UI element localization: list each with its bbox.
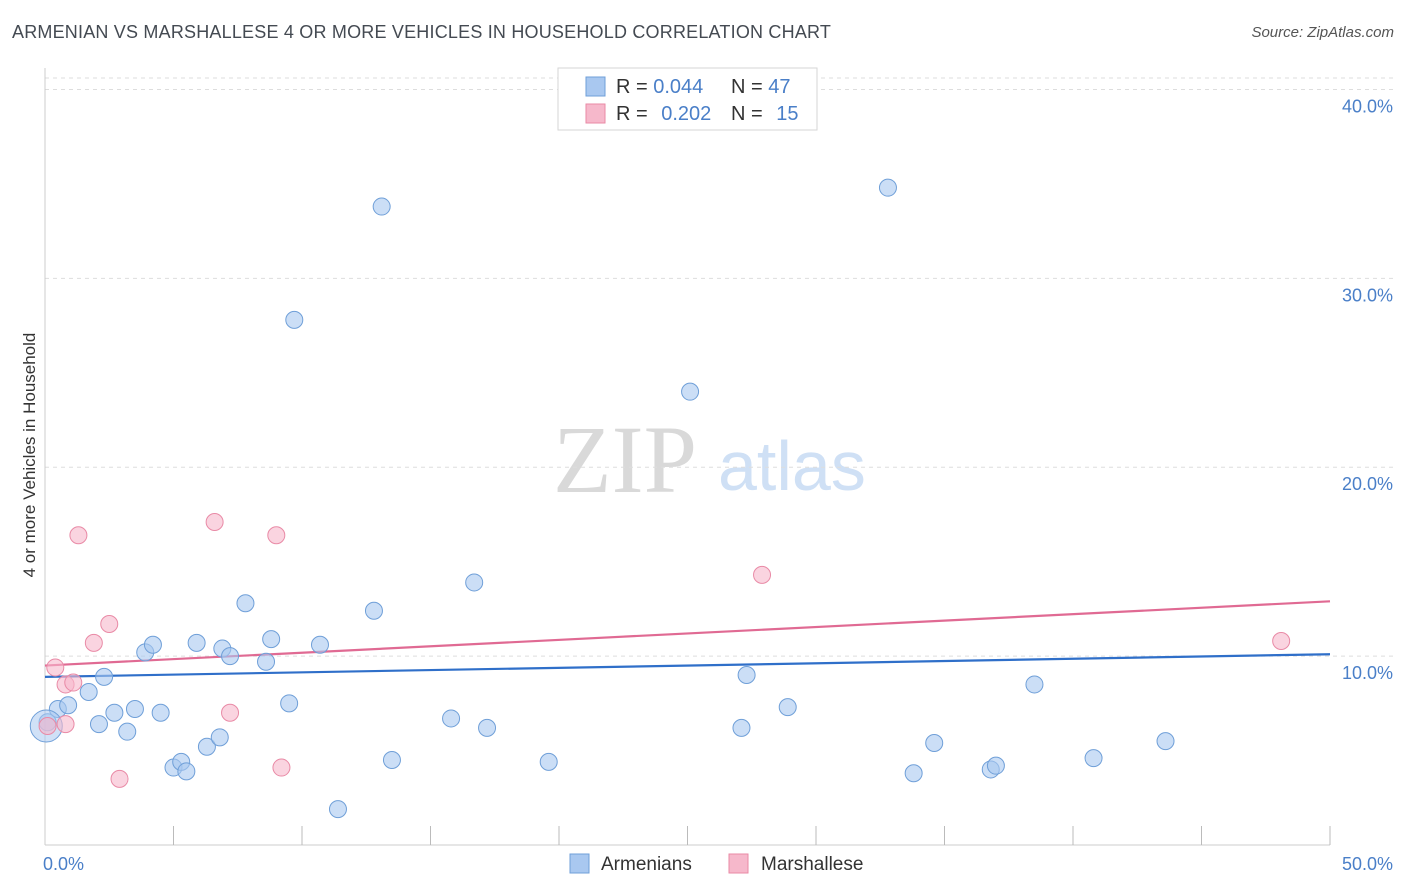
x-tick-label: 50.0% — [1342, 854, 1393, 874]
marshallese-point — [56, 715, 75, 734]
armenians-point — [382, 751, 401, 769]
armenians-point — [1084, 749, 1103, 768]
legend-n-value-2: 15 — [776, 103, 798, 125]
armenians-point — [95, 667, 114, 686]
legend-r-label-1: R = — [616, 76, 653, 98]
y-tick-label: 40.0% — [1342, 96, 1393, 116]
y-axis-title: 4 or more Vehicles in Household — [20, 333, 39, 578]
armenians-point — [986, 756, 1005, 775]
legend-r-value-1: 0.044 — [653, 76, 703, 98]
armenians-point — [328, 800, 347, 819]
legend-r-label-2: R = — [616, 103, 653, 125]
y-tick-label: 10.0% — [1342, 663, 1393, 683]
watermark-atlas: atlas — [718, 427, 866, 505]
armenians-trend-line — [44, 653, 1331, 678]
marshallese-point — [69, 526, 88, 545]
series-legend-label-armenians: Armenians — [601, 854, 692, 875]
armenians-point — [539, 752, 558, 771]
svg-text:N = 47: N = 47 — [731, 76, 791, 98]
marshallese-point — [221, 703, 240, 722]
armenians-point — [878, 178, 897, 197]
marshallese-point — [84, 633, 103, 652]
tick-labels: 10.0% 20.0% 30.0% 40.0% 0.0% 50.0% — [43, 96, 1393, 874]
source-label: Source: ZipAtlas.com — [1251, 24, 1394, 41]
legend-n-label-1: N = — [731, 76, 768, 98]
legend-n-value-1: 47 — [768, 76, 790, 98]
marshallese-point — [267, 526, 286, 545]
armenians-point — [737, 666, 756, 684]
armenians-point — [221, 647, 240, 666]
armenians-point — [904, 764, 923, 783]
series-legend-swatch-marshallese — [728, 853, 749, 874]
armenians-point — [187, 633, 206, 652]
armenians-point — [125, 700, 144, 718]
armenians-point — [310, 635, 329, 654]
svg-text:R = 0.202: R = 0.202 — [616, 103, 711, 125]
marshallese-point — [110, 769, 129, 788]
watermark-zip: ZIP — [553, 406, 697, 513]
armenians-point — [681, 382, 700, 401]
armenians-point — [364, 601, 383, 620]
armenians-point — [210, 728, 229, 747]
legend-swatch-armenians — [585, 76, 606, 97]
legend-swatch-marshallese — [585, 103, 606, 124]
armenians-point — [118, 722, 137, 741]
armenians-point — [89, 715, 108, 734]
grid — [45, 77, 1395, 657]
marshallese-point — [100, 615, 119, 633]
armenians-point — [1025, 675, 1044, 694]
armenians-point — [778, 698, 797, 717]
armenians-point — [732, 718, 751, 737]
axes — [44, 68, 1331, 846]
marshallese-point — [1272, 632, 1291, 650]
series-legend-swatch-armenians — [569, 853, 590, 874]
armenians-point — [197, 737, 216, 756]
x-tick-label: 0.0% — [43, 854, 84, 874]
armenians-point — [478, 718, 497, 737]
armenians-point — [1156, 732, 1175, 751]
armenians-point — [236, 594, 255, 613]
armenians-point — [257, 652, 276, 671]
series-legend: Armenians Marshallese — [569, 853, 863, 875]
marshallese-point — [205, 513, 224, 531]
armenians-point — [925, 734, 944, 752]
armenians-point — [285, 310, 304, 329]
marshallese-trend-line — [44, 600, 1331, 667]
armenians-point — [372, 197, 391, 216]
y-tick-label: 30.0% — [1342, 285, 1393, 305]
marshallese-point — [272, 758, 291, 777]
armenians-point — [59, 696, 78, 715]
marshallese-point — [753, 565, 772, 584]
armenians-point — [79, 683, 98, 701]
trend-lines — [44, 600, 1331, 678]
armenians-point — [262, 630, 281, 649]
marshallese-point — [38, 717, 57, 735]
chart-title: ARMENIAN VS MARSHALLESE 4 OR MORE VEHICL… — [12, 22, 832, 42]
legend-r-value-2: 0.202 — [661, 103, 711, 125]
data-points — [29, 178, 1291, 819]
marshallese-point — [64, 673, 83, 692]
armenians-point — [442, 709, 461, 728]
legend-n-label-2: N = — [731, 103, 768, 125]
armenians-point — [280, 694, 299, 713]
armenians-point — [465, 573, 484, 592]
y-tick-label: 20.0% — [1342, 474, 1393, 494]
armenians-point — [177, 762, 196, 781]
armenians-point — [105, 703, 124, 722]
svg-text:N = 15: N = 15 — [731, 103, 799, 125]
svg-text:R = 0.044: R = 0.044 — [616, 76, 703, 98]
armenians-point — [151, 703, 170, 722]
marshallese-point — [46, 658, 65, 677]
armenians-point — [143, 635, 162, 654]
watermark: ZIP atlas — [553, 406, 866, 513]
stats-legend: R = 0.044 N = 47 R = 0.202 N = 15 — [557, 67, 818, 131]
series-legend-label-marshallese: Marshallese — [761, 854, 863, 875]
